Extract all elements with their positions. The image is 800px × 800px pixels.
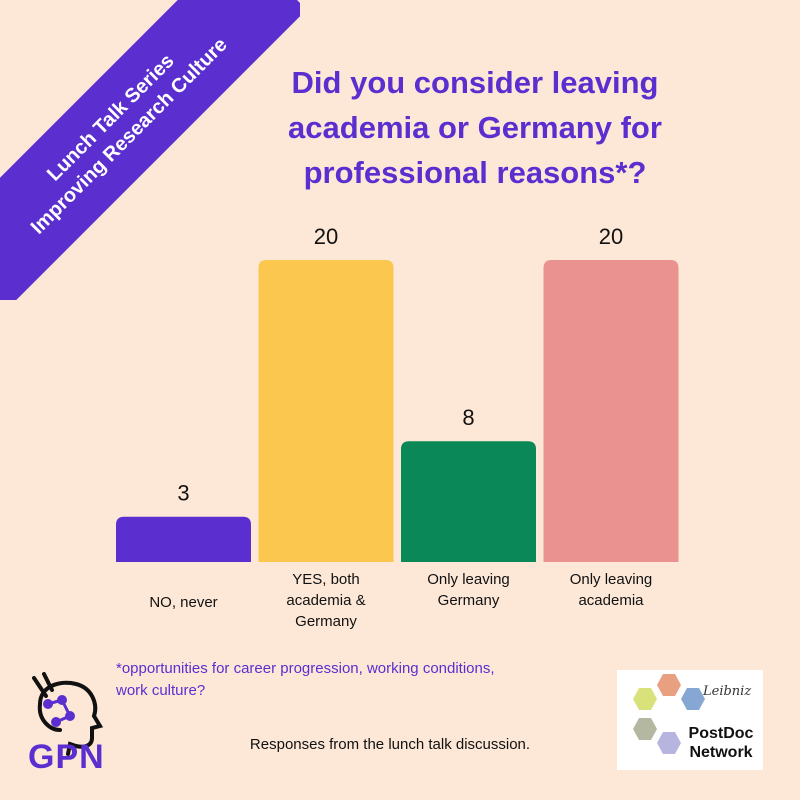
chart-title: Did you consider leaving academia or Ger… — [288, 65, 662, 190]
postdoc-network-label: PostDoc Network — [679, 724, 763, 762]
bar-4 — [543, 260, 679, 562]
postdoc-network-logo: Leibniz PostDoc Network — [617, 670, 763, 770]
data-label-2: 20 — [314, 224, 338, 249]
gpn-logo-text: GPN — [28, 738, 105, 776]
leibniz-signature: Leibniz — [703, 684, 752, 699]
bar-1 — [116, 516, 251, 562]
gpn-head-icon — [32, 672, 104, 756]
data-label-4: 20 — [599, 224, 623, 249]
bar-2 — [258, 260, 394, 562]
bar-3 — [401, 441, 536, 562]
category-label-1: NO, never — [149, 594, 217, 611]
category-label-2: YES, both academia & Germany — [286, 571, 365, 630]
footnote: *opportunities for career progression, w… — [116, 660, 495, 699]
category-label-4: Only leaving academia — [570, 571, 653, 609]
caption: Responses from the lunch talk discussion… — [249, 736, 531, 753]
data-label-1: 3 — [177, 481, 189, 506]
postdoc-line-1: PostDoc — [688, 725, 754, 742]
category-label-3: Only leaving Germany — [427, 571, 510, 609]
postdoc-line-2: Network — [689, 744, 753, 761]
data-label-3: 8 — [462, 405, 474, 430]
hexagon-cluster-icon — [633, 674, 705, 754]
